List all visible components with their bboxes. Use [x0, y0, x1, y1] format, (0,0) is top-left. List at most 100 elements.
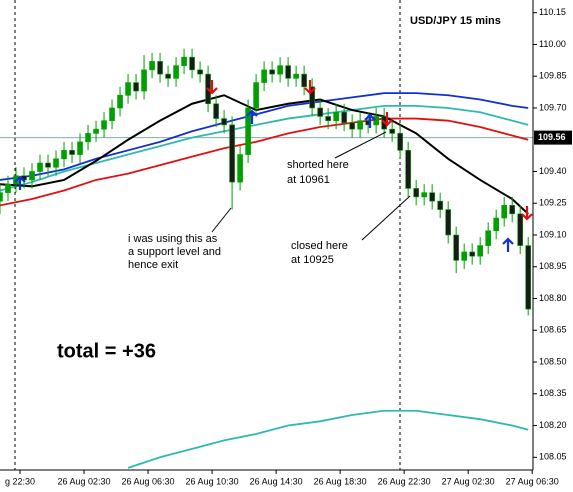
y-tick-label: 109.25: [539, 198, 567, 208]
moving-average: [0, 92, 529, 181]
candle-body: [253, 82, 259, 109]
candle-body: [469, 251, 475, 257]
moving-averages: [0, 92, 529, 469]
candle-body: [101, 120, 107, 130]
sell-arrow: [304, 80, 316, 95]
buy-arrow: [14, 175, 26, 190]
candle-body: [317, 107, 323, 117]
annotation: total = +36: [57, 340, 156, 362]
leader-line: [334, 131, 387, 159]
candle-body: [301, 73, 307, 88]
current-price-label: 109.56: [538, 132, 566, 142]
candle-body: [29, 171, 35, 181]
candle-body: [293, 73, 299, 79]
candle-body: [485, 230, 491, 246]
y-tick-label: 108.65: [539, 325, 567, 335]
chart-title: USD/JPY 15 mins: [410, 15, 501, 27]
candle-body: [229, 124, 235, 183]
sell-arrow: [381, 112, 393, 127]
x-tick-label: 26 Aug 18:30: [314, 476, 367, 486]
y-tick-label: 108.20: [539, 420, 567, 430]
candle-body: [397, 133, 403, 151]
y-tick-label: 110.15: [539, 7, 566, 17]
candle-body: [525, 245, 531, 310]
leader-line: [361, 195, 411, 241]
buy-arrow: [502, 237, 514, 252]
candle-body: [165, 73, 171, 79]
candle-body: [141, 69, 147, 92]
x-tick-label: 27 Aug 06:30: [506, 476, 559, 486]
candle-body: [181, 56, 187, 66]
sell-arrow: [521, 206, 533, 221]
candle-body: [189, 56, 195, 71]
candle-body: [285, 65, 291, 79]
sell-arrow: [206, 80, 218, 95]
leader-line: [211, 207, 232, 233]
y-tick-label: 109.40: [539, 166, 567, 176]
candle-body: [117, 94, 123, 109]
candle-body: [477, 245, 483, 257]
candle-body: [269, 69, 275, 75]
candle-body: [85, 133, 91, 143]
candle-body: [45, 162, 51, 168]
candle-body: [109, 107, 115, 121]
candle-body: [77, 141, 83, 155]
candle-body: [413, 188, 419, 198]
moving-average: [127, 409, 529, 469]
candle-body: [125, 82, 131, 96]
moving-average: [0, 94, 529, 215]
y-tick-label: 109.70: [539, 102, 567, 112]
candle-body: [453, 234, 459, 261]
candle-body: [325, 116, 331, 121]
candle-body: [37, 162, 43, 172]
annotation-leaders: [211, 131, 411, 241]
candle-body: [429, 192, 435, 202]
candle-body: [69, 150, 75, 155]
candle-body: [53, 158, 59, 168]
x-tick-label: g 22:30: [5, 476, 35, 486]
candle-body: [341, 111, 347, 124]
candle-body: [501, 205, 507, 219]
x-tick-label: 26 Aug 02:30: [58, 476, 111, 486]
axes-layer: 110.15 110.00 109.85 109.70 109.40 109.25 109.…: [0, 7, 567, 486]
candle-body: [149, 61, 155, 71]
candle-body: [349, 122, 355, 130]
candle-body: [173, 65, 179, 79]
y-tick-label: 108.95: [539, 261, 567, 271]
candle-body: [309, 86, 315, 109]
annotation: closed here: [291, 240, 348, 252]
candle-body: [357, 120, 363, 130]
candle-body: [213, 103, 219, 119]
candle-body: [61, 150, 67, 160]
candle-body: [405, 150, 411, 189]
candle-body: [517, 213, 523, 246]
candle-body: [261, 69, 267, 83]
y-tick-label: 109.85: [539, 71, 567, 81]
y-tick-label: 110.00: [539, 39, 566, 49]
candle-body: [421, 192, 427, 198]
signal-arrows: [14, 80, 533, 252]
y-tick-label: 108.80: [539, 293, 567, 303]
x-tick-label: 26 Aug 14:30: [250, 476, 303, 486]
moving-average: [0, 117, 529, 207]
candle-body: [445, 209, 451, 236]
candle-body: [389, 128, 395, 134]
x-tick-label: 26 Aug 10:30: [186, 476, 239, 486]
annotation: i was using this as: [128, 233, 218, 245]
candle-body: [437, 200, 443, 210]
candles: [0, 48, 531, 316]
candle-body: [509, 205, 515, 215]
candle-body: [157, 61, 163, 75]
annotation: at 10925: [291, 254, 334, 266]
annotation: hence exit: [128, 259, 178, 271]
candle-body: [93, 128, 99, 134]
annotation: at 10961: [287, 174, 330, 186]
annotation: a support level and: [128, 246, 221, 258]
y-tick-label: 108.05: [539, 452, 567, 462]
annotation: shorted here: [287, 159, 349, 171]
candle-body: [373, 116, 379, 126]
candle-body: [493, 217, 499, 232]
candle-body: [461, 251, 467, 261]
